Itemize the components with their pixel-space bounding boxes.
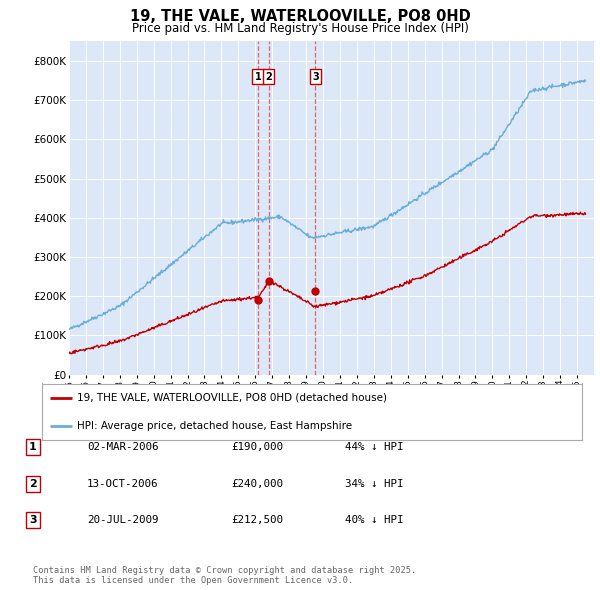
Text: 19, THE VALE, WATERLOOVILLE, PO8 0HD (detached house): 19, THE VALE, WATERLOOVILLE, PO8 0HD (de…	[77, 392, 387, 402]
Text: 2: 2	[265, 71, 272, 81]
Text: £190,000: £190,000	[231, 442, 283, 452]
Text: 1: 1	[29, 442, 37, 452]
Text: 1: 1	[255, 71, 262, 81]
Text: 13-OCT-2006: 13-OCT-2006	[87, 479, 158, 489]
Text: 2: 2	[29, 479, 37, 489]
Text: 3: 3	[312, 71, 319, 81]
Text: £240,000: £240,000	[231, 479, 283, 489]
Text: 44% ↓ HPI: 44% ↓ HPI	[345, 442, 404, 452]
Text: 02-MAR-2006: 02-MAR-2006	[87, 442, 158, 452]
Text: Price paid vs. HM Land Registry's House Price Index (HPI): Price paid vs. HM Land Registry's House …	[131, 22, 469, 35]
Text: 3: 3	[29, 516, 37, 525]
Text: HPI: Average price, detached house, East Hampshire: HPI: Average price, detached house, East…	[77, 421, 352, 431]
Text: 40% ↓ HPI: 40% ↓ HPI	[345, 516, 404, 525]
Text: Contains HM Land Registry data © Crown copyright and database right 2025.
This d: Contains HM Land Registry data © Crown c…	[33, 566, 416, 585]
Text: 34% ↓ HPI: 34% ↓ HPI	[345, 479, 404, 489]
Text: 20-JUL-2009: 20-JUL-2009	[87, 516, 158, 525]
Text: £212,500: £212,500	[231, 516, 283, 525]
Text: 19, THE VALE, WATERLOOVILLE, PO8 0HD: 19, THE VALE, WATERLOOVILLE, PO8 0HD	[130, 9, 470, 24]
